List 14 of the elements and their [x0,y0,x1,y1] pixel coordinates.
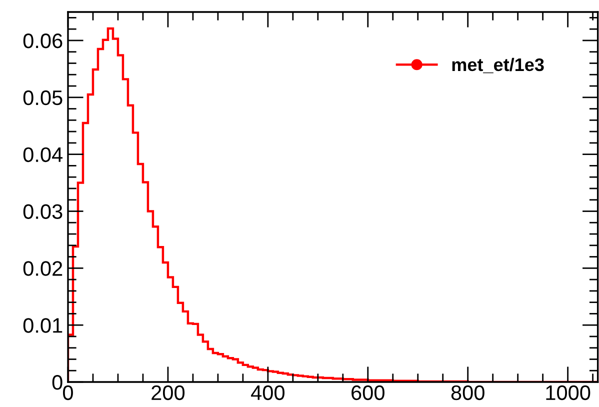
y-tick-label: 0.05 [23,90,62,106]
y-tick-label: 0.01 [23,318,62,333]
x-tick-label: 1000 [546,385,590,400]
x-tick-label: 600 [352,385,384,400]
x-tick-label: 0 [63,385,73,400]
y-tick-label: 0.04 [23,147,63,162]
x-tick-label: 800 [451,385,484,400]
y-tick-label: 0.03 [23,204,62,219]
y-tick-label: 0 [52,375,62,390]
x-tick-label: 400 [251,385,284,400]
y-tick-label: 0.06 [23,33,62,48]
legend-label: met_et/1e3 [452,58,544,74]
y-tick-label: 0.02 [23,261,62,276]
x-tick-label: 200 [152,385,185,400]
